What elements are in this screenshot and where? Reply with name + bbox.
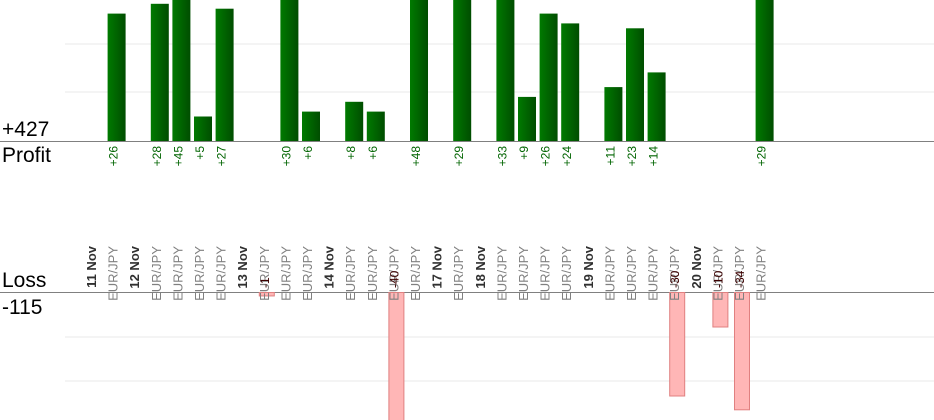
profit-value-label: +23 [625, 146, 639, 167]
profit-value-label: +48 [409, 146, 423, 167]
day-label: 17 Nov [430, 245, 445, 288]
profit-value-label: +28 [150, 146, 164, 167]
profit-value-label: +24 [560, 146, 574, 167]
profit-bar [150, 3, 169, 141]
loss-value-label: -1 [258, 277, 272, 288]
symbol-label: EUR/JPY [667, 246, 682, 301]
profit-value-label: +14 [647, 146, 661, 167]
profit-bar [280, 0, 299, 141]
day-label: 13 Nov [235, 245, 250, 288]
profit-title: Profit [2, 144, 52, 167]
profit-value-label: +45 [171, 146, 185, 167]
loss-bar [712, 292, 729, 328]
labels-layer: 11 Nov EUR/JPY +26 12 Nov EUR/JPY +28 EUR/JPY +… [84, 146, 769, 301]
profit-bar [107, 13, 126, 142]
symbol-label: EUR/JPY [192, 246, 207, 301]
loss-value-label: -40 [387, 270, 401, 288]
profit-bar [604, 87, 623, 141]
symbol-label: EUR/JPY [516, 246, 531, 301]
day-label: 19 Nov [581, 245, 596, 288]
profit-bar [194, 116, 212, 141]
loss-total-label: -115 [2, 296, 43, 319]
profit-bar [410, 0, 428, 141]
profit-value-label: +33 [495, 146, 509, 167]
symbol-label: EUR/JPY [408, 246, 423, 301]
symbol-label: EUR/JPY [602, 246, 617, 301]
symbol-label: EUR/JPY [538, 246, 553, 301]
profit-bar [453, 0, 472, 142]
grid-layer [0, 43, 934, 382]
symbol-label: EUR/JPY [365, 246, 380, 301]
profit-bar [215, 8, 234, 142]
loss-title: Loss [2, 269, 47, 292]
profit-value-label: +5 [193, 146, 207, 160]
day-label: 20 Nov [689, 245, 704, 288]
profit-value-label: +26 [539, 146, 553, 167]
profit-bar [647, 72, 666, 141]
symbol-label: EUR/JPY [214, 246, 229, 301]
symbol-label: EUR/JPY [149, 246, 164, 301]
symbol-label: EUR/JPY [732, 246, 747, 301]
symbol-label: EUR/JPY [300, 246, 315, 301]
profit-value-label: +27 [215, 146, 229, 167]
loss-bar [388, 292, 405, 420]
day-label: 14 Nov [322, 245, 337, 288]
symbol-label: EUR/JPY [170, 246, 185, 301]
symbol-label: EUR/JPY [106, 246, 121, 301]
loss-value-label: -34 [733, 270, 747, 288]
loss-value-label: -10 [711, 270, 725, 288]
loss-value-label: -30 [668, 270, 682, 288]
symbol-label: EUR/JPY [646, 246, 661, 301]
profit-total-label: +427 [2, 118, 50, 141]
profit-value-label: +26 [107, 146, 121, 167]
symbol-label: EUR/JPY [343, 246, 358, 301]
loss-bar [258, 292, 275, 297]
profit-bar [172, 0, 191, 141]
bars-layer [107, 0, 774, 420]
symbol-label: EUR/JPY [386, 246, 401, 301]
symbol-label: EUR/JPY [257, 246, 272, 301]
profit-bar [561, 23, 580, 141]
profit-bar [626, 28, 644, 141]
symbol-label: EUR/JPY [754, 246, 769, 301]
profit-value-label: +9 [517, 146, 531, 160]
symbol-label: EUR/JPY [278, 246, 293, 301]
profit-bar [345, 101, 364, 141]
profit-value-label: +29 [755, 146, 769, 167]
profit-value-label: +30 [279, 146, 293, 167]
profit-value-label: +11 [603, 146, 617, 166]
profit-bar [496, 0, 515, 141]
symbol-label: EUR/JPY [451, 246, 466, 301]
profit-bar [755, 0, 774, 142]
symbol-label: EUR/JPY [494, 246, 509, 301]
profit-value-label: +29 [452, 146, 466, 167]
day-label: 11 Nov [84, 245, 99, 288]
profit-bar [518, 96, 536, 141]
profit-bar [539, 13, 558, 142]
profit-value-label: +6 [366, 146, 380, 160]
profit-value-label: +8 [344, 146, 358, 160]
day-label: 18 Nov [473, 245, 488, 288]
profit-bar [366, 111, 385, 141]
profit-bar [302, 111, 320, 141]
symbol-label: EUR/JPY [710, 246, 725, 301]
profit-value-label: +6 [301, 146, 315, 160]
day-label: 12 Nov [127, 245, 142, 288]
symbol-label: EUR/JPY [624, 246, 639, 301]
loss-bar [669, 292, 686, 397]
symbol-label: EUR/JPY [559, 246, 574, 301]
loss-bar [734, 292, 750, 411]
